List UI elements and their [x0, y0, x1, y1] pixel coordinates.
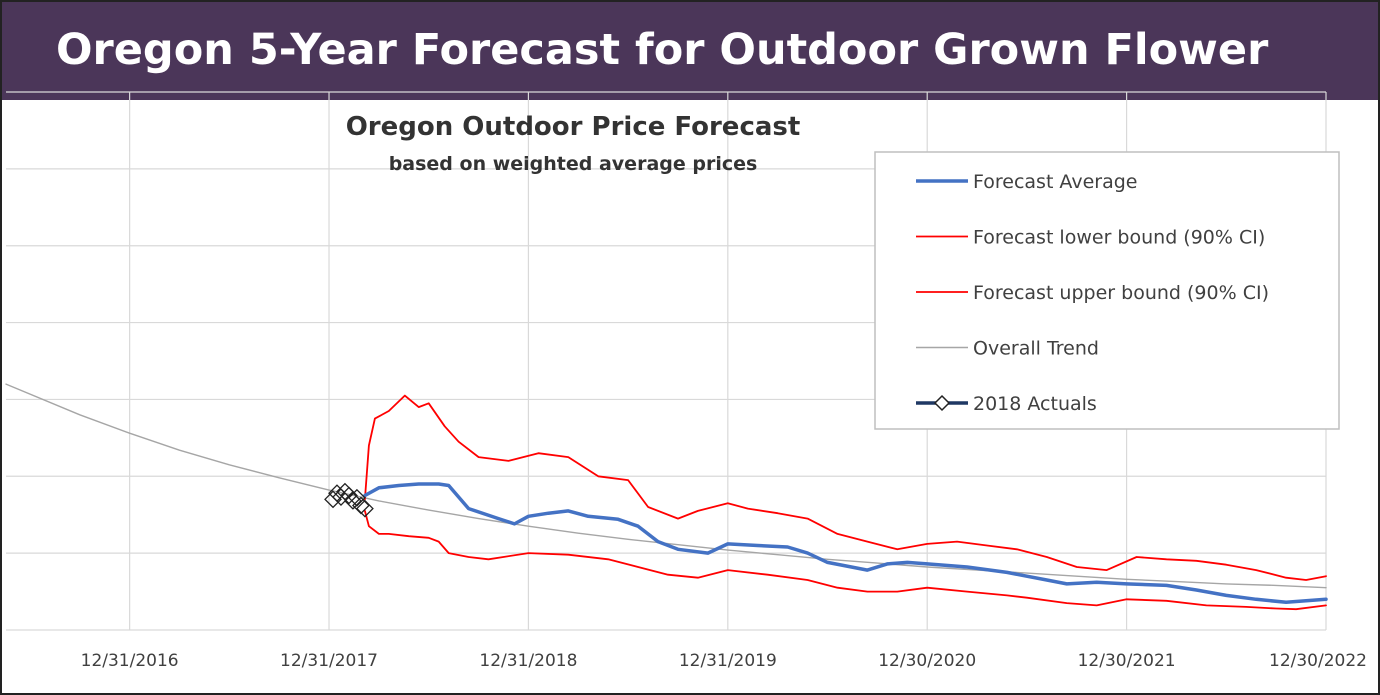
legend: Forecast Average Forecast lower bound (90…: [874, 151, 1340, 430]
actuals-markers: [324, 482, 374, 518]
series-line-overall-trend: [5, 383, 1327, 589]
legend-label: Forecast lower bound (90% CI): [973, 227, 1265, 249]
x-tick-labels: 12/31/2016 12/31/2017 12/31/2018 12/31/2019…: [81, 651, 1367, 671]
legend-label: 2018 Actuals: [973, 393, 1097, 415]
series-line-forecast-upper-bound-90-ci: [363, 394, 1327, 581]
chart-subtitle: based on weighted average prices: [389, 153, 758, 175]
x-tick-label: 12/30/2021: [1078, 651, 1176, 671]
actuals-point: [344, 491, 362, 510]
actuals-point: [348, 488, 366, 507]
legend-label: Forecast upper bound (90% CI): [973, 282, 1269, 304]
actuals-point: [355, 499, 374, 518]
legend-marker: [933, 394, 951, 412]
actuals-point: [352, 496, 370, 515]
x-tick-label: 12/30/2020: [878, 651, 976, 671]
banner-title: Oregon 5-Year Forecast for Outdoor Grown…: [56, 25, 1269, 75]
actuals-point: [324, 490, 342, 509]
x-tick-label: 12/31/2017: [280, 651, 378, 671]
series-lines: [5, 383, 1328, 611]
chart-title: Oregon Outdoor Price Forecast: [346, 112, 801, 142]
x-tick-label: 12/31/2019: [679, 651, 777, 671]
x-tick-label: 12/31/2016: [81, 651, 179, 671]
x-tick-label: 12/31/2018: [479, 651, 577, 671]
legend-label: Forecast Average: [973, 171, 1137, 193]
series-line-forecast-lower-bound-90-ci: [363, 509, 1327, 611]
title-banner: Oregon 5-Year Forecast for Outdoor Grown…: [2, 2, 1378, 100]
legend-label: Overall Trend: [973, 338, 1099, 360]
x-tick-label: 12/30/2022: [1269, 651, 1367, 671]
series-line-forecast-average: [363, 482, 1328, 605]
actuals-point: [332, 488, 350, 506]
legend-box: [874, 151, 1340, 430]
